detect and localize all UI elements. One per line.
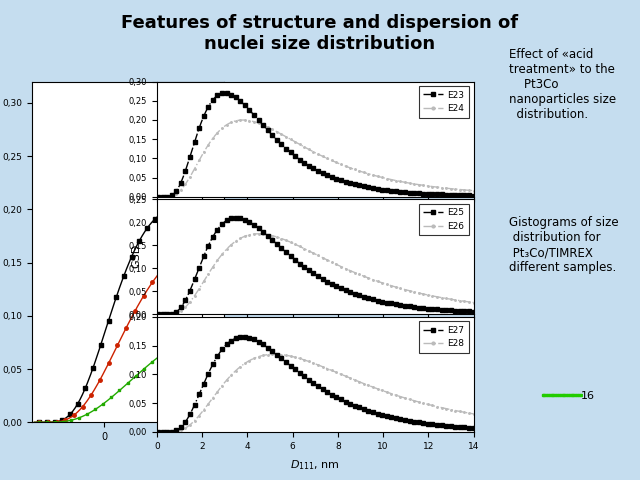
Legend: E27, E28: E27, E28 [419,321,469,353]
Text: 16: 16 [580,391,595,401]
Legend: E23, E24: E23, E24 [419,86,469,118]
Text: Features of structure and dispersion of
nuclei size distribution: Features of structure and dispersion of … [122,14,518,53]
Text: GSD: GSD [131,243,141,268]
Text: Gistograms of size
 distribution for
 Pt₃Co/TIMREX
different samples.: Gistograms of size distribution for Pt₃C… [509,216,618,274]
Legend: E25, E26: E25, E26 [419,204,469,235]
Text: $D_{111}$, nm: $D_{111}$, nm [291,458,340,472]
Text: Effect of «acid
treatment» to the
    Pt3Co
nanoparticles size
  distribution.: Effect of «acid treatment» to the Pt3Co … [509,48,616,121]
